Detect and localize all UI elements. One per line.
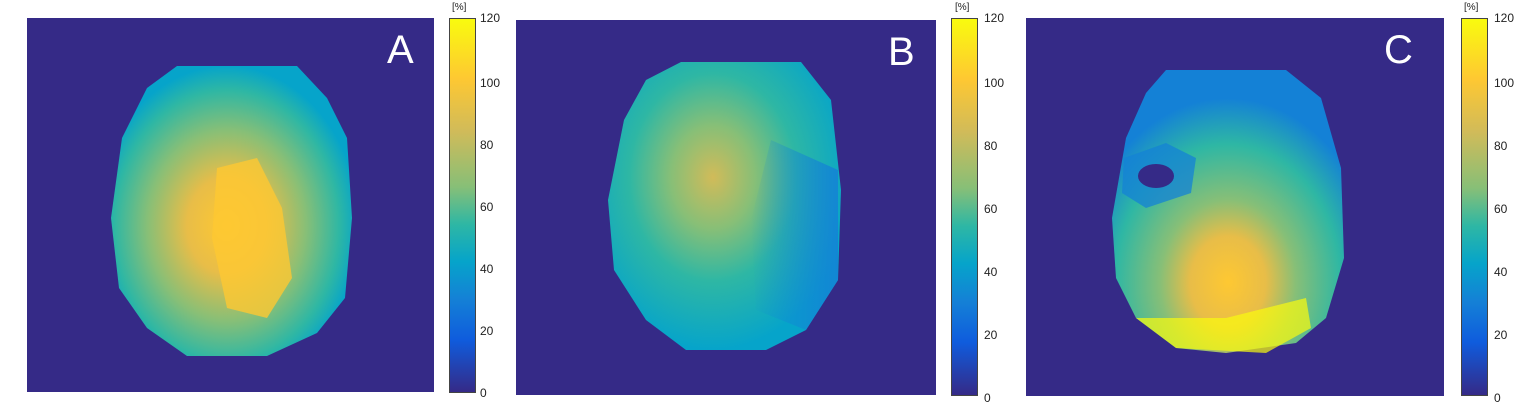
- brain-image-b: [608, 62, 841, 350]
- colorbar-unit-b: [%]: [955, 2, 970, 13]
- colorbar-tick-b-120: 120: [984, 11, 1005, 25]
- panel-letter-a: A: [387, 28, 414, 72]
- colorbar-tick-a-40: 40: [480, 262, 494, 276]
- colorbar-unit-c: [%]: [1464, 2, 1479, 13]
- brain-map-b: B: [516, 20, 936, 395]
- colorbar-b: [951, 18, 978, 396]
- brain-map-c: C: [1026, 18, 1444, 396]
- brain-map-a: A: [27, 18, 434, 392]
- colorbar-tick-b-60: 60: [984, 202, 998, 216]
- colorbar-tick-a-20: 20: [480, 324, 494, 338]
- colorbar-tick-a-60: 60: [480, 200, 494, 214]
- panel-letter-c: C: [1384, 28, 1413, 72]
- colorbar-tick-b-0: 0: [984, 391, 991, 405]
- colorbar-tick-c-100: 100: [1494, 76, 1515, 90]
- colorbar-tick-b-100: 100: [984, 76, 1005, 90]
- colorbar-tick-a-80: 80: [480, 138, 494, 152]
- colorbar-tick-b-20: 20: [984, 328, 998, 342]
- colorbar-a: [449, 18, 476, 393]
- colorbar-unit-a: [%]: [452, 2, 467, 13]
- colorbar-tick-c-40: 40: [1494, 265, 1508, 279]
- colorbar-tick-c-120: 120: [1494, 11, 1515, 25]
- colorbar-tick-c-0: 0: [1494, 391, 1501, 405]
- brain-image-c: [1112, 70, 1344, 353]
- colorbar-tick-c-20: 20: [1494, 328, 1508, 342]
- colorbar-tick-b-80: 80: [984, 139, 998, 153]
- colorbar-c: [1461, 18, 1488, 396]
- colorbar-tick-c-80: 80: [1494, 139, 1508, 153]
- colorbar-tick-c-60: 60: [1494, 202, 1508, 216]
- colorbar-tick-b-40: 40: [984, 265, 998, 279]
- colorbar-tick-a-0: 0: [480, 386, 487, 400]
- colorbar-tick-a-120: 120: [480, 11, 501, 25]
- colorbar-tick-a-100: 100: [480, 76, 501, 90]
- panel-letter-b: B: [888, 30, 915, 74]
- brain-image-a: [111, 66, 352, 356]
